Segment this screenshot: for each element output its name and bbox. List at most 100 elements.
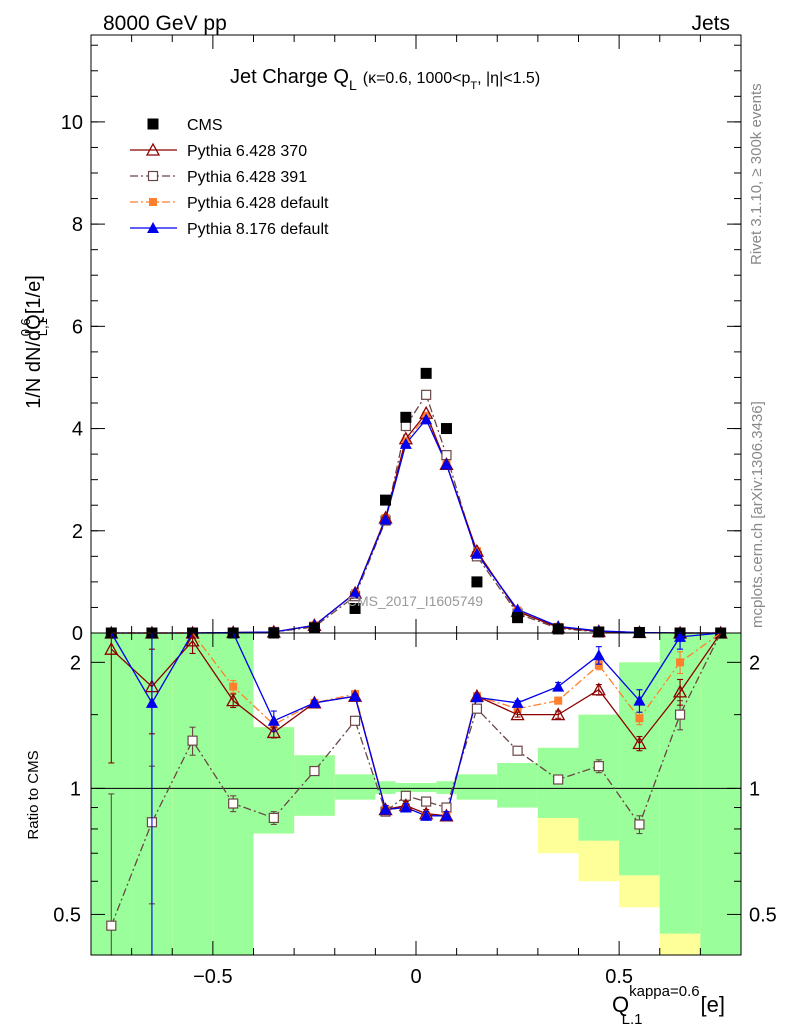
ratio-xticklabel-1: 0 bbox=[410, 966, 421, 988]
main-point-cms-11 bbox=[471, 576, 483, 588]
main-point-cms-8 bbox=[400, 411, 412, 423]
ratio-point-p8def-15 bbox=[633, 694, 646, 706]
ratio-point-p6def-14 bbox=[594, 661, 603, 670]
main-point-p391-8 bbox=[400, 420, 411, 432]
legend-marker-p391 bbox=[147, 170, 159, 182]
band-inner-11 bbox=[456, 774, 498, 800]
main-ylabel-sub: L,1 bbox=[35, 318, 50, 336]
ratio-xlabel: Qkappa=0.6 L,1 [e] bbox=[612, 983, 725, 1024]
main-point-cms-9 bbox=[420, 367, 432, 379]
legend-label-cms: CMS bbox=[187, 117, 223, 134]
ratio-point-p8def-9 bbox=[420, 809, 433, 821]
ratio-point-p391-0 bbox=[106, 920, 117, 931]
main-yticklabel-4: 8 bbox=[72, 214, 83, 236]
ratio-yticklabel-l-2: 2 bbox=[70, 652, 81, 674]
main-point-p8def-6 bbox=[349, 587, 362, 599]
main-ylabel-unit: [1/e] bbox=[23, 275, 45, 314]
legend-label-p370: Pythia 6.428 370 bbox=[187, 143, 307, 160]
band-inner-9 bbox=[416, 782, 437, 793]
ratio-point-p370-0 bbox=[104, 641, 119, 655]
legend-label-p391: Pythia 6.428 391 bbox=[187, 169, 307, 186]
main-yticklabel-0: 0 bbox=[72, 623, 83, 645]
main-point-p8def-7 bbox=[379, 513, 392, 525]
band-inner-8 bbox=[395, 782, 416, 793]
main-point-cms-10 bbox=[440, 423, 452, 435]
main-point-cms-14 bbox=[593, 626, 605, 638]
ratio-point-p391-14 bbox=[593, 761, 604, 772]
main-point-p8def-12 bbox=[511, 603, 524, 615]
ratio-point-p8def-14 bbox=[592, 649, 605, 661]
ratio-point-p6def-16 bbox=[676, 658, 685, 667]
ratio-xticklabel-0: −0.5 bbox=[193, 966, 232, 988]
legend: CMS Pythia 6.428 370 Pythia 6.428 391 Pythi… bbox=[130, 117, 329, 238]
ratio-point-p370-4 bbox=[266, 725, 281, 739]
legend-marker-p8def bbox=[147, 222, 159, 233]
main-point-p8def-9 bbox=[420, 413, 433, 425]
ratio-line-p391 bbox=[110, 632, 722, 926]
main-point-p391-9 bbox=[421, 389, 432, 400]
ratio-point-p391-4 bbox=[268, 812, 279, 824]
main-point-p8def-11 bbox=[470, 547, 483, 559]
ratio-point-p391-2 bbox=[187, 735, 198, 746]
ratio-point-p6def-13 bbox=[554, 696, 563, 705]
ratio-xlabel-text: Q bbox=[612, 992, 629, 1017]
ratio-point-p370-14 bbox=[591, 682, 606, 696]
ratio-series-markers bbox=[104, 630, 688, 956]
ratio-point-p8def-4 bbox=[267, 714, 280, 726]
ratio-yticklabel-l-1: 1 bbox=[70, 778, 81, 800]
watermark: CMS_2017_I1605749 bbox=[347, 593, 483, 609]
ratio-point-p8def-6 bbox=[349, 690, 362, 702]
main-point-cms-15 bbox=[633, 626, 645, 638]
ratio-yticklabel-r-0: 0.5 bbox=[749, 904, 777, 926]
ratio-ylabel: Ratio to CMS bbox=[25, 750, 42, 839]
band-inner-14 bbox=[578, 714, 620, 841]
ratio-point-p391-6 bbox=[349, 715, 361, 726]
ratio-xlabel-sup: kappa=0.6 bbox=[629, 983, 699, 1000]
header-left: 8000 GeV pp bbox=[103, 12, 227, 35]
chart-title-detail-end: , |η|<1.5) bbox=[477, 70, 540, 87]
ratio-point-p8def-13 bbox=[552, 680, 565, 692]
ratio-point-p8def-10 bbox=[440, 809, 453, 821]
ratio-point-p391-13 bbox=[553, 774, 564, 785]
legend-marker-cms bbox=[147, 118, 159, 130]
main-yticklabel-1: 2 bbox=[72, 521, 83, 543]
ratio-point-p8def-7 bbox=[379, 803, 392, 815]
chart-title-detail: (κ=0.6, 1000<p bbox=[363, 70, 471, 87]
band-inner-17 bbox=[700, 633, 741, 955]
main-yticklabel-5: 10 bbox=[61, 112, 83, 134]
ratio-point-p8def-1 bbox=[145, 696, 158, 708]
ratio-point-p370-15 bbox=[632, 736, 647, 750]
ratio-xticklabel-2: 0.5 bbox=[605, 966, 633, 988]
main-yticklabel-3: 6 bbox=[72, 316, 83, 338]
band-inner-2 bbox=[172, 633, 213, 955]
chart-title-detail-sub: T bbox=[470, 80, 477, 92]
ratio-point-p8def-11 bbox=[470, 691, 483, 703]
ratio-point-p8def-8 bbox=[399, 801, 412, 813]
rivet-label: Rivet 3.1.10, ≥ 300k events bbox=[748, 83, 765, 265]
main-point-cms-7 bbox=[380, 494, 392, 506]
ratio-point-p370-2 bbox=[185, 633, 200, 647]
ratio-xlabel-sub: L,1 bbox=[622, 1011, 643, 1024]
band-inner-12 bbox=[497, 762, 538, 808]
main-ylabel-sup: 0.6 bbox=[18, 318, 33, 336]
ratio-point-p8def-5 bbox=[308, 696, 321, 708]
chart-title-main: Jet Charge Q bbox=[230, 66, 349, 88]
ratio-point-p6def-3 bbox=[229, 682, 238, 691]
ratio-point-p391-15 bbox=[634, 819, 645, 830]
main-ylabel-text: 1/N dN/dQ bbox=[23, 314, 45, 408]
ratio-point-p370-16 bbox=[672, 684, 688, 698]
main-point-cms-12 bbox=[512, 612, 524, 624]
legend-marker-p370 bbox=[145, 142, 161, 156]
main-point-cms-13 bbox=[552, 623, 564, 635]
main-point-cms-5 bbox=[308, 622, 320, 634]
ratio-yticklabel-r-1: 1 bbox=[749, 778, 760, 800]
chart-title-sub: L bbox=[349, 77, 357, 93]
ratio-point-p370-12 bbox=[510, 707, 525, 721]
band-inner-16 bbox=[659, 633, 701, 934]
ratio-point-p8def-12 bbox=[511, 696, 524, 708]
ratio-point-p391-11 bbox=[471, 703, 483, 714]
ratio-point-p391-9 bbox=[421, 796, 432, 807]
header-right: Jets bbox=[691, 12, 730, 35]
ratio-uncertainty-bands bbox=[91, 633, 741, 955]
ratio-yticklabel-l-0: 0.5 bbox=[53, 904, 81, 926]
